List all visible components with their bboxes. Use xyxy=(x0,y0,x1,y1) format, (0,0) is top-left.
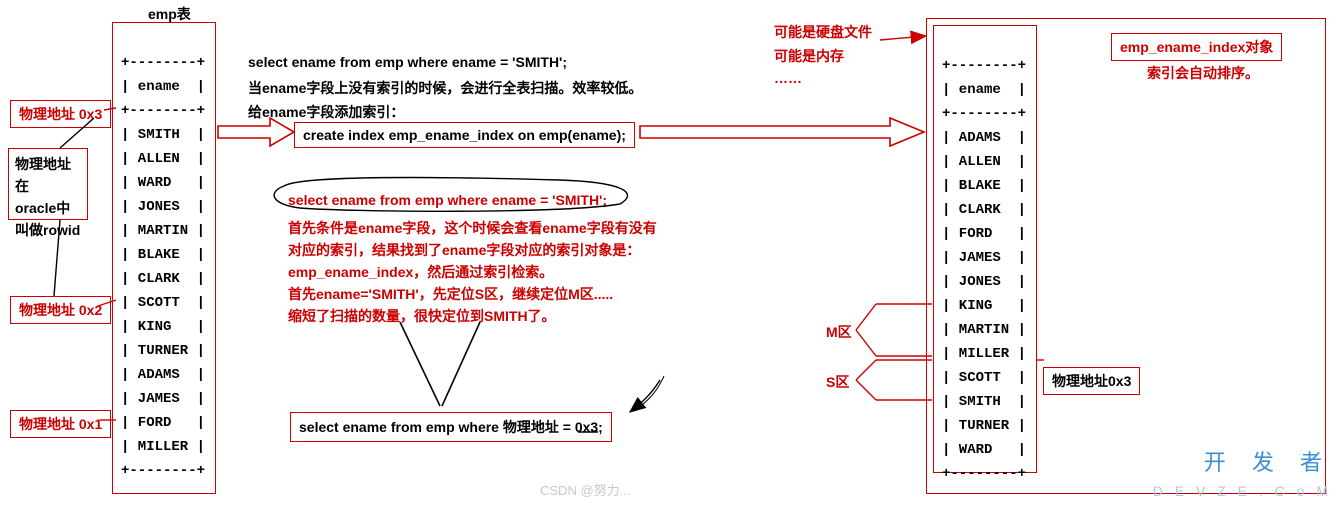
exp3: emp_ename_index，然后通过索引检索。 xyxy=(288,262,553,282)
exp5: 缩短了扫描的数量，很快定位到SMITH了。 xyxy=(288,306,556,326)
emp-table-title: emp表 xyxy=(148,4,191,24)
sql-q1-note2: 给ename字段添加索引： xyxy=(248,102,404,122)
note-mem: 可能是内存 xyxy=(774,46,844,66)
index-object-label: emp_ename_index对象 xyxy=(1111,33,1282,61)
emp-table-box: +--------+ | ename | +--------+ | SMITH … xyxy=(112,22,216,494)
m-zone-label: M区 xyxy=(826,322,852,342)
index-table-box: +--------+ | ename | +--------+ | ADAMS … xyxy=(933,25,1037,473)
watermark-dev2: D E V Z E . C o M xyxy=(1153,483,1332,499)
addr-0x1-label: 物理地址 0x1 xyxy=(10,410,111,438)
index-outer-box: +--------+ | ename | +--------+ | ADAMS … xyxy=(926,18,1326,494)
watermark-dev: 开 发 者 xyxy=(1204,445,1332,477)
note-etc: …… xyxy=(774,70,802,86)
create-index-sql: create index emp_ename_index on emp(enam… xyxy=(294,122,635,148)
s-zone-label: S区 xyxy=(826,372,849,392)
addr-0x3-label: 物理地址 0x3 xyxy=(10,100,111,128)
sql-q1: select ename from emp where ename = 'SMI… xyxy=(248,54,567,70)
emp-table-ascii: +--------+ | ename | +--------+ | SMITH … xyxy=(113,23,215,511)
rowid-box: 物理地址在 oracle中 叫做rowid xyxy=(8,148,88,220)
addr-0x2-label: 物理地址 0x2 xyxy=(10,296,111,324)
watermark-csdn: CSDN @努力... xyxy=(540,480,630,499)
index-sort-note: 索引会自动排序。 xyxy=(1147,63,1259,83)
sql-q2: select ename from emp where ename = 'SMI… xyxy=(288,192,607,208)
exp2: 对应的索引，结果找到了ename字段对应的索引对象是： xyxy=(288,240,640,260)
phys-0x3-label: 物理地址0x3 xyxy=(1043,367,1140,395)
sql-q3: select ename from emp where 物理地址 = 0x3; xyxy=(290,412,612,442)
rowid-text: 物理地址在 oracle中 叫做rowid xyxy=(15,156,80,238)
note-file: 可能是硬盘文件 xyxy=(774,22,872,42)
exp1: 首先条件是ename字段，这个时候会查看ename字段有没有 xyxy=(288,218,657,238)
exp4: 首先ename='SMITH'，先定位S区，继续定位M区..... xyxy=(288,284,613,304)
sql-q1-note1: 当ename字段上没有索引的时候，会进行全表扫描。效率较低。 xyxy=(248,78,642,98)
index-table-ascii: +--------+ | ename | +--------+ | ADAMS … xyxy=(934,26,1036,514)
